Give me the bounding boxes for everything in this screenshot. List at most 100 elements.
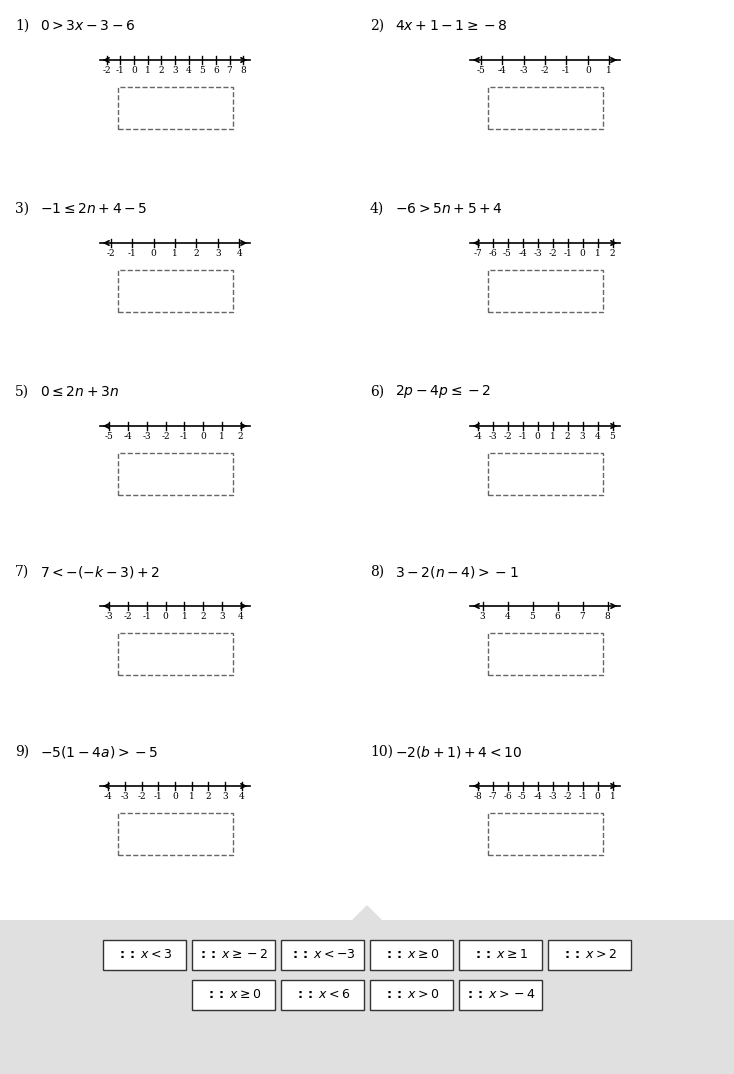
Text: -3: -3 xyxy=(488,432,497,441)
Text: -1: -1 xyxy=(562,66,571,75)
Text: -2: -2 xyxy=(137,792,146,801)
Text: -4: -4 xyxy=(104,792,113,801)
Bar xyxy=(459,940,542,970)
Text: 4: 4 xyxy=(239,792,244,801)
Text: 0: 0 xyxy=(595,792,600,801)
Text: $\mathbf{::}$ $x < -3$: $\mathbf{::}$ $x < -3$ xyxy=(290,948,355,961)
Text: 1: 1 xyxy=(606,66,612,75)
Text: -4: -4 xyxy=(498,66,506,75)
Text: -3: -3 xyxy=(142,432,151,441)
Text: -5: -5 xyxy=(518,792,527,801)
Text: -3: -3 xyxy=(533,249,542,258)
Text: 5: 5 xyxy=(529,612,535,621)
Bar xyxy=(548,940,631,970)
Text: -1: -1 xyxy=(180,432,189,441)
Text: 1: 1 xyxy=(145,66,150,75)
Text: -3: -3 xyxy=(519,66,528,75)
Bar xyxy=(117,270,233,313)
Text: -2: -2 xyxy=(124,612,132,621)
Text: 3: 3 xyxy=(215,249,221,258)
Text: -7: -7 xyxy=(473,249,482,258)
Text: -4: -4 xyxy=(473,432,482,441)
Text: -2: -2 xyxy=(103,66,111,75)
Text: 7: 7 xyxy=(580,612,586,621)
Text: -6: -6 xyxy=(488,249,497,258)
Text: 3: 3 xyxy=(219,612,225,621)
Text: $\mathbf{::}$ $x \geq 0$: $\mathbf{::}$ $x \geq 0$ xyxy=(206,988,261,1001)
Text: 6): 6) xyxy=(370,384,384,400)
Text: -1: -1 xyxy=(154,792,163,801)
Text: $-2(b + 1) + 4 < 10$: $-2(b + 1) + 4 < 10$ xyxy=(395,744,523,760)
Bar xyxy=(117,633,233,674)
Text: 6: 6 xyxy=(555,612,560,621)
Text: 3: 3 xyxy=(580,432,585,441)
Text: -2: -2 xyxy=(548,249,557,258)
Text: 2: 2 xyxy=(200,612,206,621)
Text: 8: 8 xyxy=(240,66,246,75)
Bar xyxy=(192,979,275,1010)
Text: -3: -3 xyxy=(105,612,114,621)
Bar xyxy=(370,979,453,1010)
Bar xyxy=(459,979,542,1010)
Text: 3: 3 xyxy=(172,66,178,75)
Text: 1: 1 xyxy=(181,612,187,621)
Text: 8): 8) xyxy=(370,565,384,579)
Text: -2: -2 xyxy=(504,432,512,441)
Text: -2: -2 xyxy=(106,249,115,258)
Text: 5: 5 xyxy=(609,432,615,441)
Text: 9): 9) xyxy=(15,745,29,759)
Text: 2: 2 xyxy=(206,792,211,801)
Text: 4: 4 xyxy=(505,612,510,621)
Text: 4): 4) xyxy=(370,202,385,216)
Text: -2: -2 xyxy=(563,792,572,801)
Text: 4: 4 xyxy=(595,432,600,441)
Text: 2: 2 xyxy=(238,432,244,441)
Text: $\mathbf{::}$ $x < 3$: $\mathbf{::}$ $x < 3$ xyxy=(117,948,172,961)
Text: $\mathbf{::}$ $x \geq 0$: $\mathbf{::}$ $x \geq 0$ xyxy=(384,948,439,961)
Text: -4: -4 xyxy=(533,792,542,801)
Bar xyxy=(281,940,364,970)
Text: -1: -1 xyxy=(563,249,572,258)
Text: $\mathbf{::}$ $x > 0$: $\mathbf{::}$ $x > 0$ xyxy=(384,988,439,1001)
Text: -2: -2 xyxy=(161,432,170,441)
Text: 0: 0 xyxy=(131,66,137,75)
Text: $2p - 4p \leq -2$: $2p - 4p \leq -2$ xyxy=(395,383,491,401)
Text: 6: 6 xyxy=(213,66,219,75)
Text: 0: 0 xyxy=(580,249,586,258)
Text: -1: -1 xyxy=(518,432,527,441)
Text: 3: 3 xyxy=(480,612,485,621)
Bar xyxy=(0,920,734,1074)
Text: 1: 1 xyxy=(550,432,556,441)
Text: 1: 1 xyxy=(189,792,195,801)
Text: -7: -7 xyxy=(488,792,497,801)
Text: -1: -1 xyxy=(116,66,125,75)
Bar xyxy=(117,453,233,495)
Text: 5: 5 xyxy=(200,66,206,75)
Text: 1: 1 xyxy=(172,249,178,258)
Text: -1: -1 xyxy=(142,612,151,621)
Text: 7: 7 xyxy=(227,66,233,75)
Text: $0 \leq 2n + 3n$: $0 \leq 2n + 3n$ xyxy=(40,384,119,400)
Bar xyxy=(281,979,364,1010)
Text: $\mathbf{::}$ $x < 6$: $\mathbf{::}$ $x < 6$ xyxy=(295,988,350,1001)
Text: 4: 4 xyxy=(238,612,244,621)
Text: $\mathbf{::}$ $x > -4$: $\mathbf{::}$ $x > -4$ xyxy=(465,988,536,1001)
Text: $4x + 1 - 1 \geq -8$: $4x + 1 - 1 \geq -8$ xyxy=(395,19,508,33)
Bar xyxy=(117,87,233,129)
Bar xyxy=(487,270,603,313)
Text: 10): 10) xyxy=(370,745,393,759)
Text: 2: 2 xyxy=(564,432,570,441)
Polygon shape xyxy=(353,906,381,920)
Text: 2: 2 xyxy=(610,249,615,258)
Text: 4: 4 xyxy=(186,66,192,75)
Text: -1: -1 xyxy=(578,792,587,801)
Text: -5: -5 xyxy=(105,432,114,441)
Text: $\mathbf{::}$ $x > 2$: $\mathbf{::}$ $x > 2$ xyxy=(562,948,617,961)
Text: $7 < -(-k - 3) + 2$: $7 < -(-k - 3) + 2$ xyxy=(40,564,160,580)
Text: -5: -5 xyxy=(476,66,485,75)
Text: 1: 1 xyxy=(595,249,600,258)
Bar xyxy=(487,453,603,495)
Text: 0: 0 xyxy=(172,792,178,801)
Text: -3: -3 xyxy=(120,792,129,801)
Bar xyxy=(370,940,453,970)
